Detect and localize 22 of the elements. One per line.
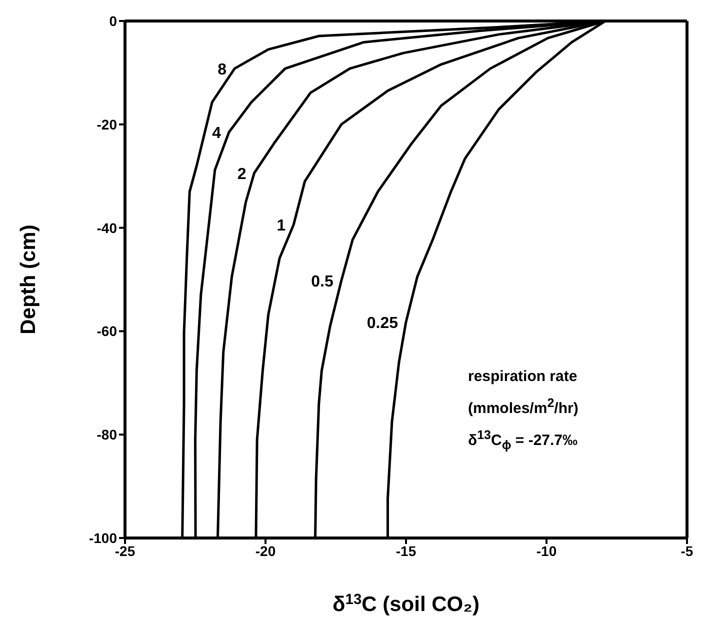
y-tick-label: -100 [88, 530, 118, 546]
y-tick-label: -40 [96, 220, 118, 236]
series-label: 1 [276, 218, 286, 235]
annotation: δ$^{13}$C$_{ϕ}$ = -27.7‰ [468, 427, 578, 454]
annotation: (mmoles/m$^{2}$/hr) [468, 395, 578, 419]
series-label: 2 [237, 166, 246, 183]
x-axis-title: δ$^{13}$C (soil CO₂) [332, 592, 480, 616]
series-label: 0.25 [366, 314, 398, 332]
y-tick-label: -20 [96, 116, 118, 132]
x-tick-label: -10 [536, 542, 557, 559]
y-tick-label: -80 [96, 426, 118, 443]
series-label: 8 [218, 62, 227, 79]
series-label: 0.5 [311, 274, 334, 291]
series-label: 4 [212, 125, 222, 142]
x-tick-label: -15 [396, 542, 416, 559]
y-tick-label: -60 [96, 323, 118, 340]
x-tick-label: -20 [255, 542, 276, 559]
x-tick-label: -5 [680, 542, 694, 559]
y-axis-title: Depth (cm) [17, 224, 40, 334]
x-tick-label: -25 [114, 542, 136, 559]
y-tick-label: 0 [109, 12, 118, 29]
annotation: respiration rate [468, 367, 578, 387]
